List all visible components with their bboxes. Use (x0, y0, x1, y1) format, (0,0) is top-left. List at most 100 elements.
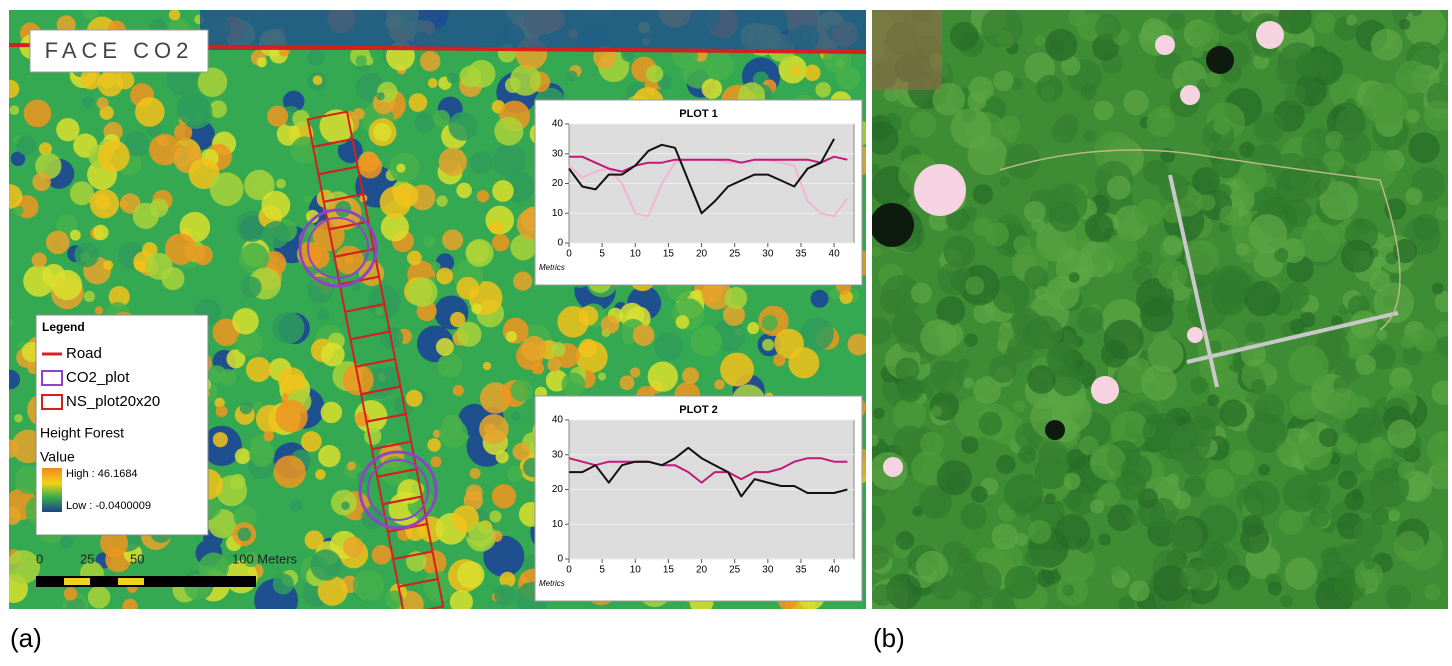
canopy (492, 143, 526, 177)
forest (1129, 581, 1150, 602)
forest (1285, 558, 1317, 590)
forest (1401, 334, 1416, 349)
forest (1064, 473, 1081, 490)
canopy (98, 71, 123, 96)
x-tick-label: 35 (795, 249, 807, 260)
canopy (263, 431, 274, 442)
canopy (456, 277, 479, 300)
x-tick-label: 25 (729, 565, 741, 576)
forest (931, 406, 942, 417)
forest (1300, 222, 1340, 262)
canopy (276, 179, 286, 189)
legend-item: NS_plot20x20 (66, 393, 160, 410)
y-tick-label: 0 (557, 554, 563, 565)
canopy (352, 283, 360, 291)
forest (1038, 441, 1068, 471)
forest (1049, 201, 1080, 232)
canopy (494, 117, 523, 146)
canopy (150, 199, 169, 218)
forest (910, 111, 937, 138)
forest (1142, 167, 1155, 180)
forest (1321, 333, 1340, 352)
canopy (301, 431, 322, 452)
forest (978, 412, 1002, 436)
canopy (4, 318, 13, 327)
canopy (431, 262, 440, 271)
canopy (60, 535, 73, 548)
forest (1231, 5, 1242, 16)
forest (1044, 493, 1055, 504)
canopy (84, 291, 95, 302)
forest (920, 432, 944, 456)
forest (1024, 266, 1048, 290)
forest (1004, 566, 1037, 599)
canopy (442, 229, 463, 250)
cloud (1256, 21, 1284, 49)
canopy (762, 339, 774, 351)
forest (1219, 399, 1247, 427)
canopy (249, 441, 275, 467)
forest (1371, 29, 1403, 61)
forest (1167, 473, 1179, 485)
forest (1212, 265, 1250, 303)
forest (1254, 112, 1285, 143)
forest (1173, 491, 1191, 509)
scale-bar-seg (118, 578, 144, 585)
scale-label: 50 (130, 551, 144, 566)
canopy (513, 443, 531, 461)
canopy (427, 438, 440, 451)
forest (1034, 35, 1045, 46)
forest (1245, 321, 1266, 342)
forest (1189, 405, 1199, 415)
canopy (257, 57, 267, 67)
canopy (88, 586, 110, 608)
forest (1018, 446, 1036, 464)
canopy (240, 401, 253, 414)
canopy (494, 584, 515, 605)
forest (1205, 469, 1234, 498)
canopy (630, 367, 640, 377)
legend-item: Road (66, 345, 102, 362)
forest (1268, 581, 1282, 595)
canopy (484, 423, 496, 435)
x-axis-label: Metrics (539, 579, 565, 588)
forest (872, 584, 894, 606)
canopy (433, 110, 450, 127)
canopy (477, 190, 489, 202)
x-tick-label: 10 (630, 249, 642, 260)
scale-label: 0 (36, 551, 43, 566)
x-tick-label: 40 (829, 565, 841, 576)
canopy (347, 461, 356, 470)
forest (968, 76, 993, 101)
forest (1000, 176, 1010, 186)
forest (867, 435, 878, 446)
figure: FACE CO2 Legend Road CO2_plot NS_plot20x… (0, 0, 1452, 661)
forest (1321, 547, 1341, 567)
forest (865, 545, 890, 570)
y-tick-label: 40 (552, 415, 564, 426)
forest (1169, 519, 1203, 553)
x-tick-label: 5 (599, 249, 605, 260)
canopy (122, 599, 137, 614)
forest (1283, 283, 1310, 310)
canopy (81, 96, 94, 109)
forest (1045, 29, 1077, 61)
canopy (720, 353, 754, 387)
water (200, 10, 866, 50)
forest (930, 391, 959, 420)
canopy (457, 561, 485, 589)
legend-title: Legend (42, 320, 85, 334)
forest (991, 523, 1018, 550)
canopy (437, 353, 462, 378)
y-tick-label: 30 (552, 148, 564, 159)
canopy (364, 428, 381, 445)
canopy (453, 385, 464, 396)
forest (1212, 149, 1241, 178)
forest (950, 22, 979, 51)
forest (1190, 377, 1207, 394)
canopy (210, 172, 244, 206)
forest (1077, 307, 1104, 334)
canopy (511, 379, 533, 401)
forest (1035, 286, 1049, 300)
forest (1146, 108, 1175, 137)
